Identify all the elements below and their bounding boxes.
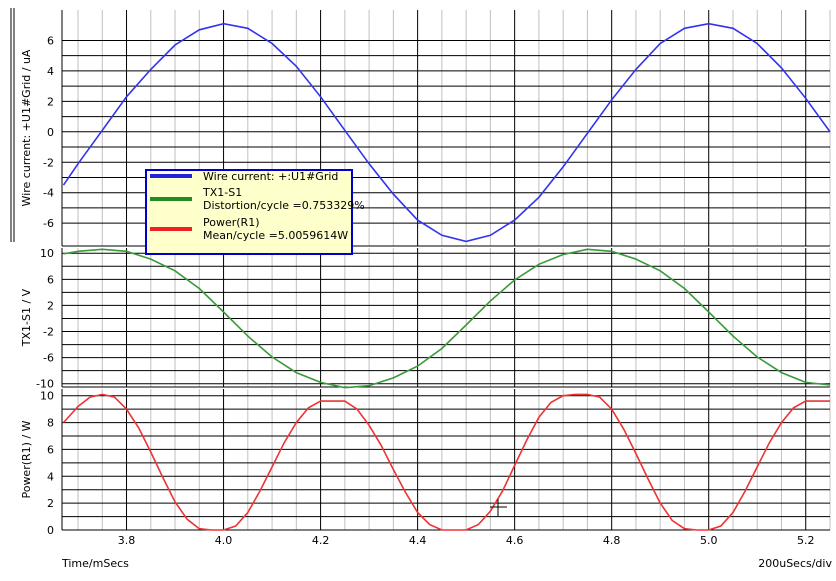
x-tick-label: 4.2 xyxy=(312,534,330,547)
legend-entry: Wire current: +:U1#Grid xyxy=(150,170,338,183)
y-tick-label: -4 xyxy=(43,187,54,200)
y-tick-label: 0 xyxy=(47,524,54,537)
legend-entry: Power(R1)Mean/cycle =5.0059614W xyxy=(150,216,348,242)
y-tick-label: 10 xyxy=(40,390,54,403)
panel-power-ticks: 0 2 4 6 8 10 xyxy=(40,390,54,537)
legend-label: Distortion/cycle =0.753329% xyxy=(203,199,365,212)
y-tick-label: 6 xyxy=(47,273,54,286)
panel-tx1-s1[interactable]: -10 -6 -2 2 6 10 TX1-S1 / V xyxy=(20,247,831,391)
x-tick-label: 4.0 xyxy=(215,534,233,547)
legend[interactable]: Wire current: +:U1#Grid TX1-S1Distortion/… xyxy=(145,169,365,255)
y-tick-label: -6 xyxy=(43,217,54,230)
x-tick-label: 4.8 xyxy=(603,534,621,547)
x-tick-label: 5.0 xyxy=(700,534,718,547)
x-tick-label: 4.6 xyxy=(506,534,524,547)
series-wire-current-line xyxy=(62,22,831,243)
legend-label: Wire current: +:U1#Grid xyxy=(203,170,338,183)
series-tx1-s1-line xyxy=(63,248,831,389)
y-tick-label: 0 xyxy=(47,126,54,139)
y-tick-label: 8 xyxy=(47,417,54,430)
y-tick-label: 2 xyxy=(47,299,54,312)
panel-power-grid xyxy=(61,389,831,531)
panel-wire-current-grid xyxy=(61,10,831,247)
legend-label: Mean/cycle =5.0059614W xyxy=(203,229,348,242)
crosshair-cursor-icon[interactable] xyxy=(490,499,507,516)
y-tick-label: -2 xyxy=(43,326,54,339)
y-tick-label: -10 xyxy=(36,378,54,391)
panel-wire-current-ylabel: Wire current: +U1#Grid / uA xyxy=(20,49,33,206)
panel-tx1-s1-ylabel: TX1-S1 / V xyxy=(20,288,33,347)
panel-power-xticks: 3.8 4.0 4.2 4.4 4.6 4.8 5.0 5.2 xyxy=(118,534,815,547)
x-scale-label: 200uSecs/div xyxy=(758,557,832,570)
panel-power[interactable]: 0 2 4 6 8 10 3.8 4.0 4.2 4.4 4.6 4.8 5.0 5.2 Power(R… xyxy=(20,389,831,547)
y-tick-label: -2 xyxy=(43,156,54,169)
y-tick-label: 2 xyxy=(47,497,54,510)
x-tick-label: 4.4 xyxy=(409,534,427,547)
series-power-line xyxy=(62,393,830,531)
panel-wire-current[interactable]: -6 -4 -2 0 2 4 6 Wire current: +U1#Grid / uA xyxy=(20,10,831,247)
y-tick-label: 4 xyxy=(47,470,54,483)
panel-power-ylabel: Power(R1) / W xyxy=(20,420,33,498)
legend-label: TX1-S1 xyxy=(202,186,242,199)
y-tick-label: -6 xyxy=(43,352,54,365)
y-tick-label: 6 xyxy=(47,34,54,47)
panel-wire-current-ticks: -6 -4 -2 0 2 4 6 xyxy=(43,34,54,230)
legend-entries: Wire current: +:U1#Grid TX1-S1Distortion/… xyxy=(150,170,365,242)
x-axis-label: Time/mSecs xyxy=(61,557,129,570)
legend-box xyxy=(145,169,353,255)
y-tick-label: 10 xyxy=(40,247,54,260)
x-tick-label: 5.2 xyxy=(797,534,815,547)
y-tick-label: 2 xyxy=(47,95,54,108)
y-tick-label: 4 xyxy=(47,65,54,78)
panel-tx1-s1-ticks: -10 -6 -2 2 6 10 xyxy=(36,247,54,391)
legend-label: Power(R1) xyxy=(203,216,259,229)
x-tick-label: 3.8 xyxy=(118,534,136,547)
y-tick-label: 6 xyxy=(47,443,54,456)
